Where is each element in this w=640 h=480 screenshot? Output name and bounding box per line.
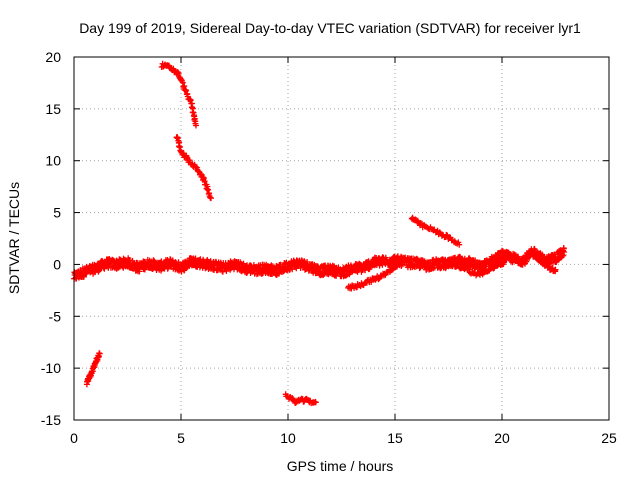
data-point	[189, 104, 196, 111]
y-tick-labels: -15 -10 -5 0 5 10 15 20	[41, 49, 61, 428]
x-axis-label: GPS time / hours	[287, 458, 394, 474]
grid-lines	[74, 57, 609, 420]
x-tick-label: 20	[494, 430, 510, 446]
data-point	[466, 266, 472, 273]
axis-ticks	[73, 56, 610, 421]
data-point	[175, 70, 182, 77]
data-point	[126, 257, 133, 263]
data-point	[501, 259, 508, 266]
data-point	[456, 241, 463, 248]
data-point	[561, 249, 568, 255]
data-point	[183, 154, 190, 161]
y-axis-label: SDTVAR / TECUs	[6, 182, 22, 294]
plot-frame	[73, 56, 610, 421]
y-tick-label: -15	[41, 412, 61, 428]
x-tick-labels: 0 5 10 15 20 25	[70, 430, 617, 446]
data-points	[71, 60, 568, 407]
x-tick-label: 15	[387, 430, 403, 446]
y-tick-label: 10	[45, 153, 61, 169]
data-point	[136, 268, 143, 275]
data-point	[368, 279, 375, 285]
data-point	[219, 268, 226, 275]
y-tick-label: -10	[41, 360, 61, 376]
chart-title: Day 199 of 2019, Sidereal Day-to-day VTE…	[79, 20, 581, 36]
data-point	[183, 88, 190, 94]
data-point	[320, 271, 327, 278]
data-point	[312, 399, 319, 406]
data-point	[193, 122, 199, 129]
x-tick-label: 5	[177, 430, 185, 446]
x-tick-label: 0	[70, 430, 78, 446]
data-point	[552, 266, 559, 273]
data-point	[193, 164, 200, 171]
y-tick-label: -5	[49, 308, 62, 324]
x-tick-label: 10	[280, 430, 296, 446]
data-point	[96, 350, 103, 357]
data-point	[394, 263, 401, 270]
y-tick-label: 20	[45, 49, 61, 65]
x-tick-label: 25	[601, 430, 617, 446]
y-tick-label: 0	[53, 256, 61, 272]
data-point	[205, 186, 212, 193]
y-tick-label: 15	[45, 101, 61, 117]
data-point	[560, 252, 567, 259]
data-point	[398, 253, 404, 260]
y-tick-label: 5	[53, 205, 61, 221]
data-point	[176, 143, 183, 150]
data-point	[208, 195, 214, 202]
